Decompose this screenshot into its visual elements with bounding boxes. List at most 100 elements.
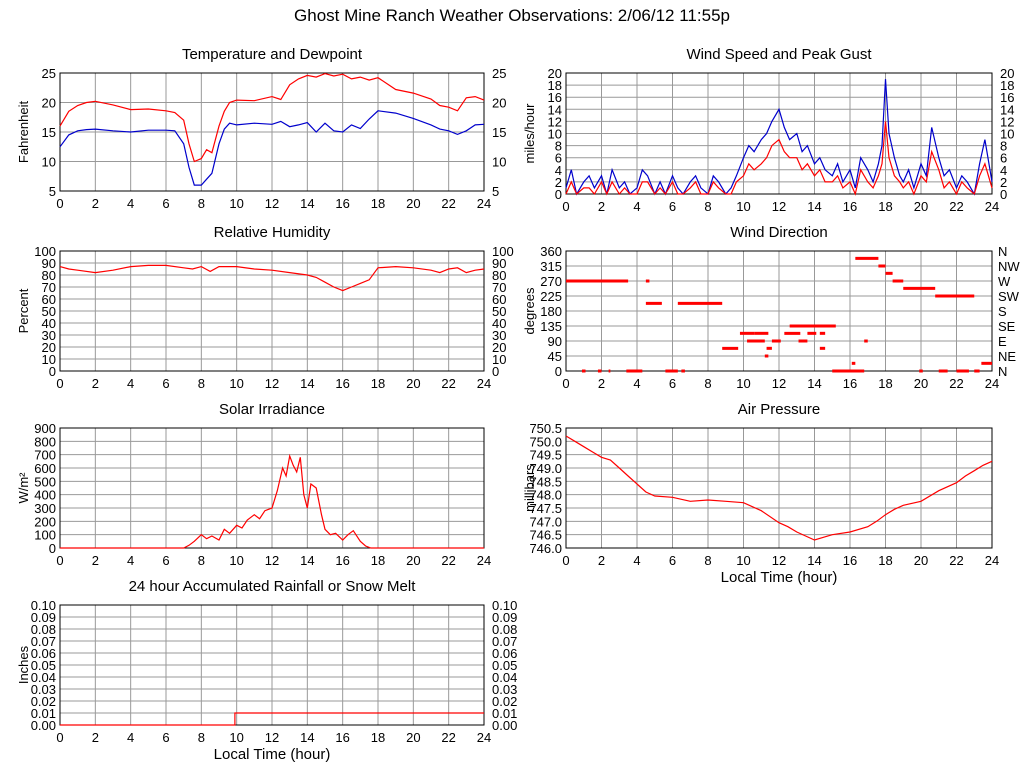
- x-tick-label: 8: [704, 376, 711, 391]
- compass-label: SE: [998, 319, 1016, 334]
- x-tick-label: 0: [562, 199, 569, 214]
- x-tick-label: 0: [56, 730, 63, 745]
- y-tick-label-right: 0.03: [492, 682, 517, 697]
- chart-title: Wind Speed and Peak Gust: [686, 46, 872, 63]
- x-tick-label: 0: [56, 196, 63, 211]
- x-tick-label: 0: [562, 553, 569, 568]
- y-axis-label: Percent: [16, 288, 31, 333]
- x-tick-label: 2: [598, 553, 605, 568]
- x-tick-label: 14: [300, 730, 314, 745]
- compass-label: N: [998, 244, 1007, 259]
- series-line-0: [59, 264, 485, 292]
- y-tick-label: 400: [34, 488, 56, 503]
- y-tick-label-right: 40: [492, 316, 506, 331]
- x-tick-label: 14: [807, 553, 821, 568]
- y-tick-label: 0.00: [31, 718, 56, 733]
- chart-title: Relative Humidity: [214, 224, 331, 241]
- y-tick-label-right: 0.01: [492, 706, 517, 721]
- x-tick-label: 18: [371, 376, 385, 391]
- plot-frame: [565, 72, 993, 195]
- x-tick-label: 20: [914, 376, 928, 391]
- y-tick-label-right: 0: [1000, 187, 1007, 202]
- x-tick-label: 2: [92, 196, 99, 211]
- x-tick-label: 24: [985, 199, 999, 214]
- x-axis-label: Local Time (hour): [721, 569, 838, 586]
- y-tick-label: 6: [555, 151, 562, 166]
- x-tick-label: 0: [56, 376, 63, 391]
- y-tick-label: 750.5: [529, 421, 562, 436]
- y-tick-label-right: 10: [492, 155, 506, 170]
- y-tick-label: 70: [42, 280, 56, 295]
- y-tick-label: 8: [555, 139, 562, 154]
- x-tick-label: 14: [300, 553, 314, 568]
- y-tick-label-right: 50: [492, 304, 506, 319]
- y-tick-label: 749.5: [529, 448, 562, 463]
- y-tick-label-right: 14: [1000, 102, 1014, 117]
- y-tick-label-right: 10: [1000, 127, 1014, 142]
- x-tick-label: 8: [198, 376, 205, 391]
- y-tick-label: 0.09: [31, 610, 56, 625]
- chart-title: Air Pressure: [738, 401, 821, 418]
- compass-label: SW: [998, 289, 1020, 304]
- x-tick-label: 2: [598, 376, 605, 391]
- plot-frame: [59, 72, 485, 192]
- y-tick-label: 0.02: [31, 694, 56, 709]
- y-tick-label: 225: [540, 289, 562, 304]
- x-tick-label: 16: [843, 376, 857, 391]
- x-tick-label: 14: [807, 376, 821, 391]
- y-tick-label: 90: [42, 256, 56, 271]
- plot-frame: [565, 250, 993, 372]
- x-tick-label: 10: [229, 553, 243, 568]
- x-tick-label: 10: [229, 196, 243, 211]
- y-tick-label: 20: [42, 96, 56, 111]
- y-tick-label: 300: [34, 501, 56, 516]
- x-tick-label: 18: [878, 199, 892, 214]
- y-axis-label: Fahrenheit: [16, 101, 31, 164]
- y-axis-label: W/m²: [16, 472, 31, 504]
- y-tick-label: 600: [34, 461, 56, 476]
- series-line-1: [565, 121, 993, 196]
- y-tick-label: 0: [555, 364, 562, 379]
- y-tick-label: 16: [548, 90, 562, 105]
- x-tick-label: 22: [949, 376, 963, 391]
- x-tick-label: 14: [807, 199, 821, 214]
- y-tick-label-right: 0.00: [492, 718, 517, 733]
- y-tick-label: 749.0: [529, 461, 562, 476]
- x-tick-label: 4: [127, 553, 134, 568]
- y-tick-label: 14: [548, 102, 562, 117]
- y-tick-label: 12: [548, 114, 562, 129]
- x-tick-label: 18: [878, 376, 892, 391]
- compass-label: N: [998, 364, 1007, 379]
- x-tick-label: 4: [127, 376, 134, 391]
- y-tick-label: 18: [548, 78, 562, 93]
- x-tick-label: 22: [441, 730, 455, 745]
- x-tick-label: 12: [265, 730, 279, 745]
- y-tick-label-right: 8: [1000, 139, 1007, 154]
- y-tick-label: 45: [548, 349, 562, 364]
- y-tick-label: 0: [49, 364, 56, 379]
- page-title: Ghost Mine Ranch Weather Observations: 2…: [294, 6, 730, 25]
- y-tick-label: 800: [34, 434, 56, 449]
- y-tick-label: 746.5: [529, 528, 562, 543]
- y-tick-label: 748.0: [529, 488, 562, 503]
- x-tick-label: 18: [371, 730, 385, 745]
- x-tick-label: 4: [127, 196, 134, 211]
- y-tick-label: 0.06: [31, 646, 56, 661]
- y-tick-label: 0.08: [31, 622, 56, 637]
- y-tick-label-right: 4: [1000, 163, 1007, 178]
- y-tick-label: 60: [42, 292, 56, 307]
- x-tick-label: 22: [441, 376, 455, 391]
- y-tick-label: 180: [540, 304, 562, 319]
- y-tick-label-right: 0: [492, 364, 499, 379]
- x-tick-label: 24: [985, 376, 999, 391]
- x-tick-label: 22: [949, 199, 963, 214]
- x-tick-label: 12: [265, 376, 279, 391]
- chart-title: Solar Irradiance: [219, 401, 325, 418]
- x-tick-label: 22: [949, 553, 963, 568]
- y-tick-label-right: 0.09: [492, 610, 517, 625]
- y-tick-label: 0.05: [31, 658, 56, 673]
- y-tick-label: 0: [555, 187, 562, 202]
- y-tick-label: 0.01: [31, 706, 56, 721]
- y-tick-label: 2: [555, 175, 562, 190]
